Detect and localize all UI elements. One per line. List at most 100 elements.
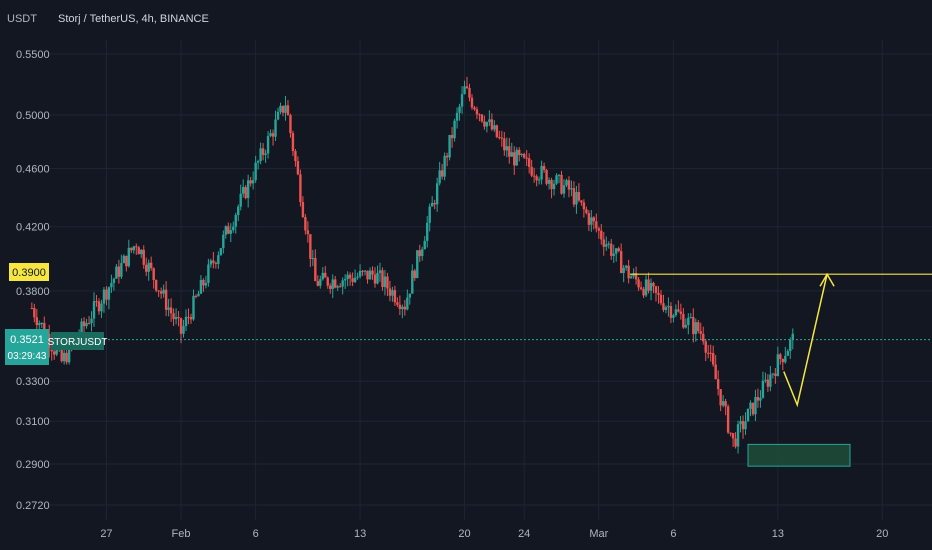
currency-label: USDT — [7, 13, 37, 25]
candle-body — [169, 307, 173, 314]
candle-body — [483, 121, 486, 127]
candle-body — [570, 188, 573, 190]
candle-body — [189, 317, 193, 320]
candle-body — [212, 260, 215, 263]
candle-body — [746, 408, 750, 422]
candle-body — [659, 294, 663, 304]
candle-body — [689, 317, 693, 319]
candle-body — [177, 317, 180, 319]
candle-body — [649, 282, 653, 291]
candle-body — [35, 317, 39, 326]
candle-body — [547, 179, 551, 184]
candle-body — [513, 152, 516, 166]
candle-body — [694, 322, 697, 335]
candle-body — [552, 183, 556, 190]
candle-body — [408, 293, 412, 298]
candle-body — [426, 222, 429, 241]
candle-body — [525, 157, 528, 159]
candle-body — [338, 286, 342, 288]
candle-body — [503, 138, 506, 151]
candle-body — [505, 146, 508, 151]
candle-body — [314, 258, 317, 282]
candle-body — [209, 260, 213, 265]
candle-body — [229, 230, 232, 234]
candle-body — [393, 290, 397, 303]
candle-body — [610, 243, 613, 256]
candle-body — [413, 270, 416, 279]
candle-body — [102, 289, 106, 304]
candle-body — [192, 295, 195, 320]
candle-body — [137, 247, 140, 255]
candle-body — [615, 248, 618, 254]
projection-arrow-head — [819, 272, 835, 287]
y-tick-label: 0.5500 — [16, 49, 50, 61]
candle-body — [741, 421, 745, 430]
candle-body — [761, 380, 765, 398]
candle-body — [172, 313, 175, 320]
candle-body — [110, 282, 113, 288]
candle-body — [711, 353, 715, 365]
symbol-label: STORJUSDT — [48, 332, 108, 350]
svg-text:STORJUSDT: STORJUSDT — [48, 337, 108, 348]
candles — [30, 76, 794, 454]
candle-body — [637, 279, 640, 288]
candle-body — [386, 276, 389, 289]
candle-body — [264, 153, 267, 155]
candle-body — [251, 180, 255, 184]
candle-body — [433, 202, 436, 205]
candle-body — [227, 226, 230, 234]
candle-body — [600, 230, 603, 240]
candle-body — [179, 318, 183, 334]
candle-body — [674, 309, 678, 316]
candle-body — [242, 187, 245, 194]
candle-body — [473, 107, 476, 110]
candle-body — [445, 155, 449, 158]
candle-body — [585, 209, 588, 214]
candle-body — [789, 339, 792, 352]
candle-body — [468, 88, 471, 98]
candle-body — [65, 352, 68, 363]
candle-body — [428, 206, 431, 223]
candle-body — [363, 270, 367, 272]
candle-body — [458, 106, 461, 113]
candle-body — [557, 174, 561, 176]
candle-body — [622, 267, 625, 274]
candle-body — [498, 137, 501, 139]
candle-body — [207, 264, 210, 283]
annotations — [104, 272, 932, 467]
candle-body — [289, 115, 292, 134]
x-tick-label: 6 — [253, 528, 259, 540]
candle-body — [495, 125, 499, 138]
candle-body — [167, 307, 170, 310]
candle-body — [575, 192, 578, 205]
candle-body — [530, 166, 533, 176]
candle-body — [702, 333, 705, 342]
candle-body — [707, 352, 710, 354]
candle-body — [480, 114, 484, 122]
candle-body — [485, 122, 489, 127]
candle-body — [396, 302, 399, 305]
candle-body — [518, 149, 521, 156]
candle-body — [692, 317, 695, 335]
candle-body — [520, 153, 523, 156]
level-price-label: 0.3900 — [9, 263, 49, 281]
candle-body — [726, 406, 730, 433]
candle-body — [202, 279, 205, 286]
candle-body — [154, 280, 158, 291]
candle-body — [455, 112, 459, 121]
candle-body — [388, 288, 392, 296]
candle-body — [346, 274, 349, 280]
candle-body — [329, 285, 332, 289]
candle-body — [644, 279, 648, 296]
candle-body — [774, 373, 777, 376]
candle-body — [465, 86, 469, 89]
candle-body — [744, 421, 747, 430]
candle-body — [435, 183, 439, 205]
candle-body — [164, 289, 168, 310]
candle-body — [453, 120, 456, 139]
candle-body — [697, 322, 700, 332]
candle-body — [145, 264, 148, 272]
candle-body — [150, 262, 153, 269]
candle-body — [667, 306, 670, 308]
